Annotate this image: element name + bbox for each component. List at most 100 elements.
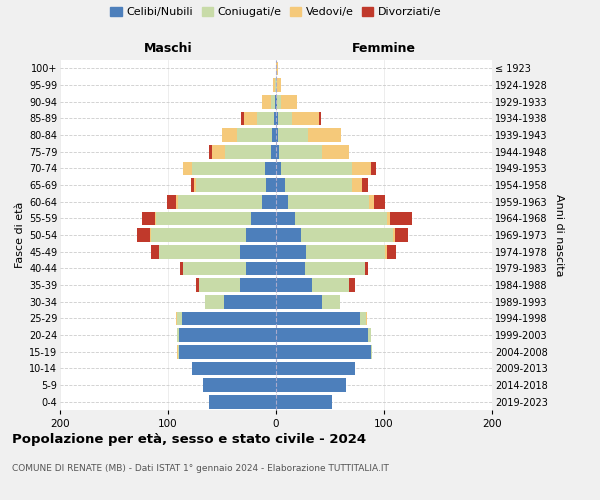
Text: Maschi: Maschi: [143, 42, 193, 55]
Bar: [182, 312, 276, 325]
Bar: [278, 128, 308, 142]
Y-axis label: Anni di nascita: Anni di nascita: [554, 194, 565, 276]
Bar: [387, 245, 396, 258]
Bar: [196, 278, 199, 292]
Bar: [209, 395, 276, 408]
Bar: [387, 212, 391, 225]
Bar: [371, 345, 372, 358]
Bar: [246, 228, 276, 242]
Bar: [278, 112, 292, 125]
Bar: [279, 145, 322, 158]
Bar: [275, 78, 276, 92]
Bar: [385, 245, 387, 258]
Bar: [288, 195, 369, 208]
Text: Femmine: Femmine: [352, 42, 416, 55]
Bar: [149, 228, 151, 242]
Bar: [349, 278, 355, 292]
Bar: [365, 312, 367, 325]
Bar: [241, 278, 276, 292]
Bar: [276, 362, 355, 375]
Text: Popolazione per età, sesso e stato civile - 2024: Popolazione per età, sesso e stato civil…: [12, 432, 366, 446]
Bar: [276, 278, 311, 292]
Bar: [306, 245, 385, 258]
Y-axis label: Fasce di età: Fasce di età: [14, 202, 25, 268]
Bar: [244, 112, 257, 125]
Bar: [276, 78, 277, 92]
Bar: [251, 212, 276, 225]
Bar: [176, 328, 179, 342]
Bar: [209, 145, 212, 158]
Bar: [176, 195, 178, 208]
Bar: [271, 95, 275, 108]
Bar: [271, 145, 276, 158]
Bar: [142, 212, 155, 225]
Bar: [352, 178, 362, 192]
Bar: [276, 145, 279, 158]
Bar: [352, 162, 371, 175]
Bar: [176, 312, 182, 325]
Bar: [179, 345, 276, 358]
Bar: [156, 212, 251, 225]
Bar: [241, 112, 244, 125]
Bar: [277, 78, 281, 92]
Bar: [203, 378, 276, 392]
Bar: [274, 112, 276, 125]
Bar: [246, 262, 276, 275]
Bar: [311, 278, 349, 292]
Bar: [212, 145, 225, 158]
Bar: [275, 95, 276, 108]
Bar: [371, 162, 376, 175]
Bar: [276, 178, 284, 192]
Bar: [362, 178, 368, 192]
Bar: [369, 195, 374, 208]
Bar: [276, 245, 306, 258]
Bar: [276, 212, 295, 225]
Bar: [178, 195, 262, 208]
Bar: [167, 195, 176, 208]
Bar: [225, 145, 271, 158]
Bar: [276, 62, 278, 75]
Bar: [191, 178, 194, 192]
Bar: [392, 228, 395, 242]
Bar: [237, 128, 272, 142]
Bar: [273, 78, 275, 92]
Bar: [374, 195, 385, 208]
Bar: [281, 162, 352, 175]
Bar: [276, 162, 281, 175]
Bar: [183, 162, 192, 175]
Bar: [276, 128, 278, 142]
Text: COMUNE DI RENATE (MB) - Dati ISTAT 1° gennaio 2024 - Elaborazione TUTTITALIA.IT: COMUNE DI RENATE (MB) - Dati ISTAT 1° ge…: [12, 464, 389, 473]
Bar: [257, 112, 274, 125]
Bar: [276, 345, 371, 358]
Bar: [262, 95, 271, 108]
Bar: [179, 328, 276, 342]
Bar: [368, 328, 371, 342]
Bar: [192, 162, 265, 175]
Bar: [284, 178, 352, 192]
Bar: [272, 128, 276, 142]
Bar: [155, 212, 156, 225]
Bar: [276, 312, 360, 325]
Bar: [322, 295, 340, 308]
Bar: [308, 128, 341, 142]
Bar: [137, 228, 149, 242]
Bar: [276, 262, 305, 275]
Bar: [262, 195, 276, 208]
Bar: [205, 295, 224, 308]
Legend: Celibi/Nubili, Coniugati/e, Vedovi/e, Divorziati/e: Celibi/Nubili, Coniugati/e, Vedovi/e, Di…: [106, 2, 446, 22]
Bar: [391, 212, 412, 225]
Bar: [192, 362, 276, 375]
Bar: [178, 345, 179, 358]
Bar: [222, 128, 237, 142]
Bar: [160, 245, 241, 258]
Bar: [180, 262, 183, 275]
Bar: [183, 262, 246, 275]
Bar: [395, 228, 408, 242]
Bar: [199, 278, 241, 292]
Bar: [319, 112, 322, 125]
Bar: [365, 262, 368, 275]
Bar: [266, 178, 276, 192]
Bar: [276, 328, 368, 342]
Bar: [276, 95, 277, 108]
Bar: [295, 212, 387, 225]
